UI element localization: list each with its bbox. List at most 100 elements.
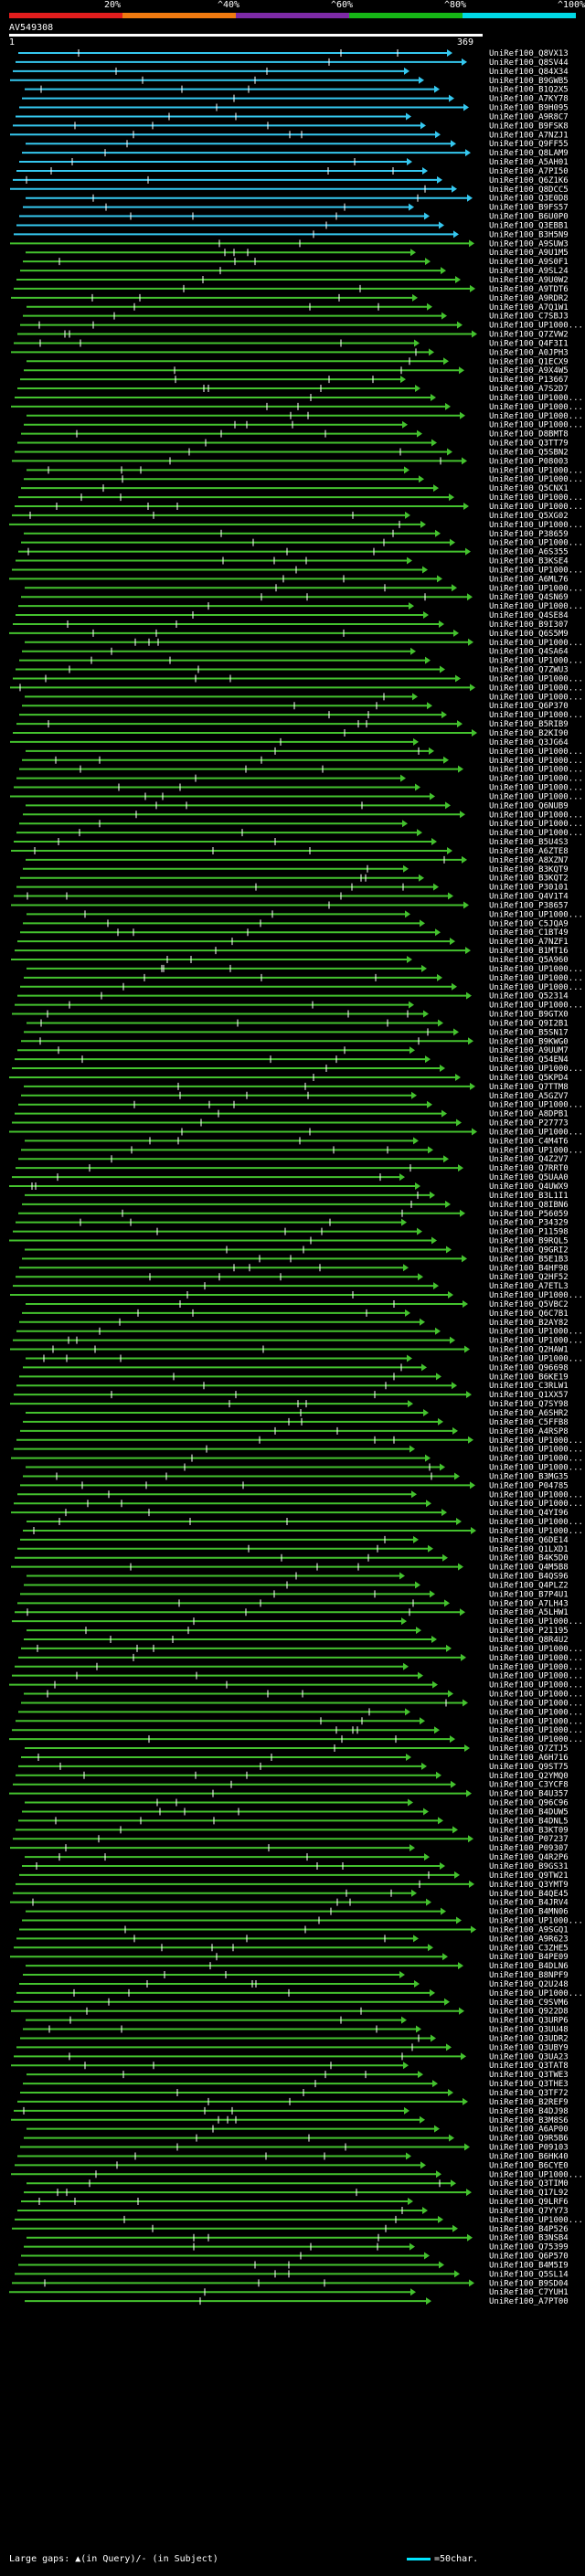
hit-label[interactable]: UniRef100_Q6Z1K6 xyxy=(489,176,569,186)
hit-label[interactable]: UniRef100_A5GZV7 xyxy=(489,1092,569,1101)
hit-label[interactable]: UniRef100_Q2HF52 xyxy=(489,1273,569,1282)
hit-label[interactable]: UniRef100_B3L1I1 xyxy=(489,1192,569,1201)
hit-label[interactable]: UniRef100_A7Q1W1 xyxy=(489,303,569,313)
hit-label[interactable]: UniRef100_UP1000... xyxy=(489,1989,583,1998)
hit-label[interactable]: UniRef100_Q9GRI2 xyxy=(489,1246,569,1255)
hit-label[interactable]: UniRef100_Q1ECX9 xyxy=(489,357,569,366)
hit-label[interactable]: UniRef100_Q3THE3 xyxy=(489,2080,569,2089)
hit-label[interactable]: UniRef100_Q1LXD1 xyxy=(489,1545,569,1554)
hit-label[interactable]: UniRef100_P13667 xyxy=(489,376,569,385)
hit-label[interactable]: UniRef100_Q3TF72 xyxy=(489,2089,569,2098)
hit-label[interactable]: UniRef100_P27773 xyxy=(489,1119,569,1129)
hit-label[interactable]: UniRef100_B4PE09 xyxy=(489,1953,569,1962)
hit-label[interactable]: UniRef100_UP1000... xyxy=(489,1691,583,1700)
hit-label[interactable]: UniRef100_B9GWB5 xyxy=(489,77,569,86)
hit-label[interactable]: UniRef100_B4JRV4 xyxy=(489,1899,569,1908)
hit-label[interactable]: UniRef100_B3KSE4 xyxy=(489,557,569,567)
hit-label[interactable]: UniRef100_UP1000... xyxy=(489,2170,583,2179)
hit-label[interactable]: UniRef100_A8XZN7 xyxy=(489,856,569,865)
hit-label[interactable]: UniRef100_UP1000... xyxy=(489,466,583,475)
hit-label[interactable]: UniRef100_P11598 xyxy=(489,1228,569,1237)
hit-label[interactable]: UniRef100_B9FS57 xyxy=(489,204,569,213)
hit-label[interactable]: UniRef100_UP1000... xyxy=(489,1663,583,1672)
hit-label[interactable]: UniRef100_B3MG35 xyxy=(489,1472,569,1481)
hit-label[interactable]: UniRef100_Q8LAM9 xyxy=(489,149,569,158)
hit-label[interactable]: UniRef100_B1MT16 xyxy=(489,947,569,956)
hit-label[interactable]: UniRef100_C1BT49 xyxy=(489,928,569,938)
hit-label[interactable]: UniRef100_UP1000... xyxy=(489,1527,583,1536)
hit-label[interactable]: UniRef100_UP1000... xyxy=(489,493,583,503)
hit-label[interactable]: UniRef100_UP1000... xyxy=(489,521,583,530)
hit-label[interactable]: UniRef100_Q9TW21 xyxy=(489,1871,569,1881)
hit-label[interactable]: UniRef100_Q96C96 xyxy=(489,1799,569,1808)
hit-label[interactable]: UniRef100_UP1000... xyxy=(489,421,583,430)
hit-label[interactable]: UniRef100_UP1000... xyxy=(489,974,583,983)
hit-label[interactable]: UniRef100_UP1000... xyxy=(489,403,583,412)
hit-label[interactable]: UniRef100_B9H095 xyxy=(489,104,569,113)
hit-label[interactable]: UniRef100_Q6S5M9 xyxy=(489,630,569,639)
hit-label[interactable]: UniRef100_B9I307 xyxy=(489,620,569,630)
hit-label[interactable]: UniRef100_P04785 xyxy=(489,1481,569,1490)
hit-label[interactable]: UniRef100_B9KWG0 xyxy=(489,1037,569,1046)
hit-label[interactable]: UniRef100_B2KI90 xyxy=(489,729,569,738)
hit-label[interactable]: UniRef100_UP1000... xyxy=(489,1735,583,1744)
hit-label[interactable]: UniRef100_Q2YMQ0 xyxy=(489,1772,569,1781)
hit-label[interactable]: UniRef100_UP1000... xyxy=(489,1337,583,1346)
hit-label[interactable]: UniRef100_Q6P370 xyxy=(489,702,569,711)
hit-label[interactable]: UniRef100_Q7ZTJ5 xyxy=(489,1744,569,1754)
hit-label[interactable]: UniRef100_B1Q2X5 xyxy=(489,86,569,95)
hit-label[interactable]: UniRef100_B9SD04 xyxy=(489,2279,569,2288)
hit-label[interactable]: UniRef100_UP1000... xyxy=(489,2216,583,2225)
hit-label[interactable]: UniRef100_UP1000... xyxy=(489,820,583,829)
hit-label[interactable]: UniRef100_B6KE19 xyxy=(489,1373,569,1382)
hit-label[interactable]: UniRef100_B3H5N9 xyxy=(489,230,569,239)
hit-label[interactable]: UniRef100_Q4PLZ2 xyxy=(489,1581,569,1590)
hit-label[interactable]: UniRef100_A9R8C7 xyxy=(489,112,569,122)
hit-label[interactable]: UniRef100_UP1000... xyxy=(489,503,583,512)
hit-label[interactable]: UniRef100_A7NZF1 xyxy=(489,938,569,947)
hit-label[interactable]: UniRef100_Q7ZVW2 xyxy=(489,331,569,340)
hit-label[interactable]: UniRef100_UP1000... xyxy=(489,1654,583,1663)
hit-label[interactable]: UniRef100_D8BMT8 xyxy=(489,430,569,440)
hit-label[interactable]: UniRef100_B9RQL5 xyxy=(489,1237,569,1246)
hit-label[interactable]: UniRef100_P21195 xyxy=(489,1627,569,1636)
hit-label[interactable]: UniRef100_UP1000... xyxy=(489,1490,583,1500)
hit-label[interactable]: UniRef100_B9FSK8 xyxy=(489,122,569,131)
hit-label[interactable]: UniRef100_P56059 xyxy=(489,1210,569,1219)
hit-label[interactable]: UniRef100_A7ETL3 xyxy=(489,1282,569,1291)
hit-label[interactable]: UniRef100_A9SGQ1 xyxy=(489,1925,569,1935)
hit-label[interactable]: UniRef100_C7SBJ3 xyxy=(489,313,569,322)
hit-label[interactable]: UniRef100_UP1000... xyxy=(489,639,583,648)
hit-label[interactable]: UniRef100_Q3UA23 xyxy=(489,2052,569,2062)
hit-label[interactable]: UniRef100_P09307 xyxy=(489,1844,569,1853)
hit-label[interactable]: UniRef100_Q96698 xyxy=(489,1363,569,1373)
hit-label[interactable]: UniRef100_A6SHR2 xyxy=(489,1409,569,1418)
hit-label[interactable]: UniRef100_B4QS96 xyxy=(489,1573,569,1582)
hit-label[interactable]: UniRef100_Q54EN4 xyxy=(489,1055,569,1065)
hit-label[interactable]: UniRef100_B3NSB4 xyxy=(489,2234,569,2243)
hit-label[interactable]: UniRef100_A9SL24 xyxy=(489,267,569,276)
hit-label[interactable]: UniRef100_B4U357 xyxy=(489,1790,569,1799)
hit-label[interactable]: UniRef100_UP1000... xyxy=(489,1464,583,1473)
hit-label[interactable]: UniRef100_Q5KPD4 xyxy=(489,1074,569,1083)
hit-label[interactable]: UniRef100_P38657 xyxy=(489,901,569,910)
hit-label[interactable]: UniRef100_B4DLN6 xyxy=(489,1962,569,1971)
hit-label[interactable]: UniRef100_Q7RRT0 xyxy=(489,1164,569,1173)
hit-label[interactable]: UniRef100_UP1000... xyxy=(489,584,583,593)
hit-label[interactable]: UniRef100_UP1000... xyxy=(489,711,583,720)
hit-label[interactable]: UniRef100_Q4M5B8 xyxy=(489,1564,569,1573)
hit-label[interactable]: UniRef100_UP1000... xyxy=(489,747,583,757)
hit-label[interactable]: UniRef100_C9SVM6 xyxy=(489,1998,569,2008)
hit-label[interactable]: UniRef100_UP1000... xyxy=(489,684,583,693)
hit-label[interactable]: UniRef100_B5E1B3 xyxy=(489,1255,569,1264)
hit-label[interactable]: UniRef100_A6AP00 xyxy=(489,2125,569,2135)
hit-label[interactable]: UniRef100_C5JQA9 xyxy=(489,919,569,928)
hit-label[interactable]: UniRef100_Q5A960 xyxy=(489,956,569,965)
hit-label[interactable]: UniRef100_A7LH43 xyxy=(489,1599,569,1608)
hit-label[interactable]: UniRef100_Q4SE84 xyxy=(489,611,569,620)
hit-label[interactable]: UniRef100_Q922D8 xyxy=(489,2008,569,2017)
hit-label[interactable]: UniRef100_Q3UDR2 xyxy=(489,2034,569,2043)
hit-label[interactable]: UniRef100_Q7ZWU3 xyxy=(489,666,569,675)
hit-label[interactable]: UniRef100_UP1000... xyxy=(489,566,583,575)
hit-label[interactable]: UniRef100_C5FFB8 xyxy=(489,1418,569,1427)
